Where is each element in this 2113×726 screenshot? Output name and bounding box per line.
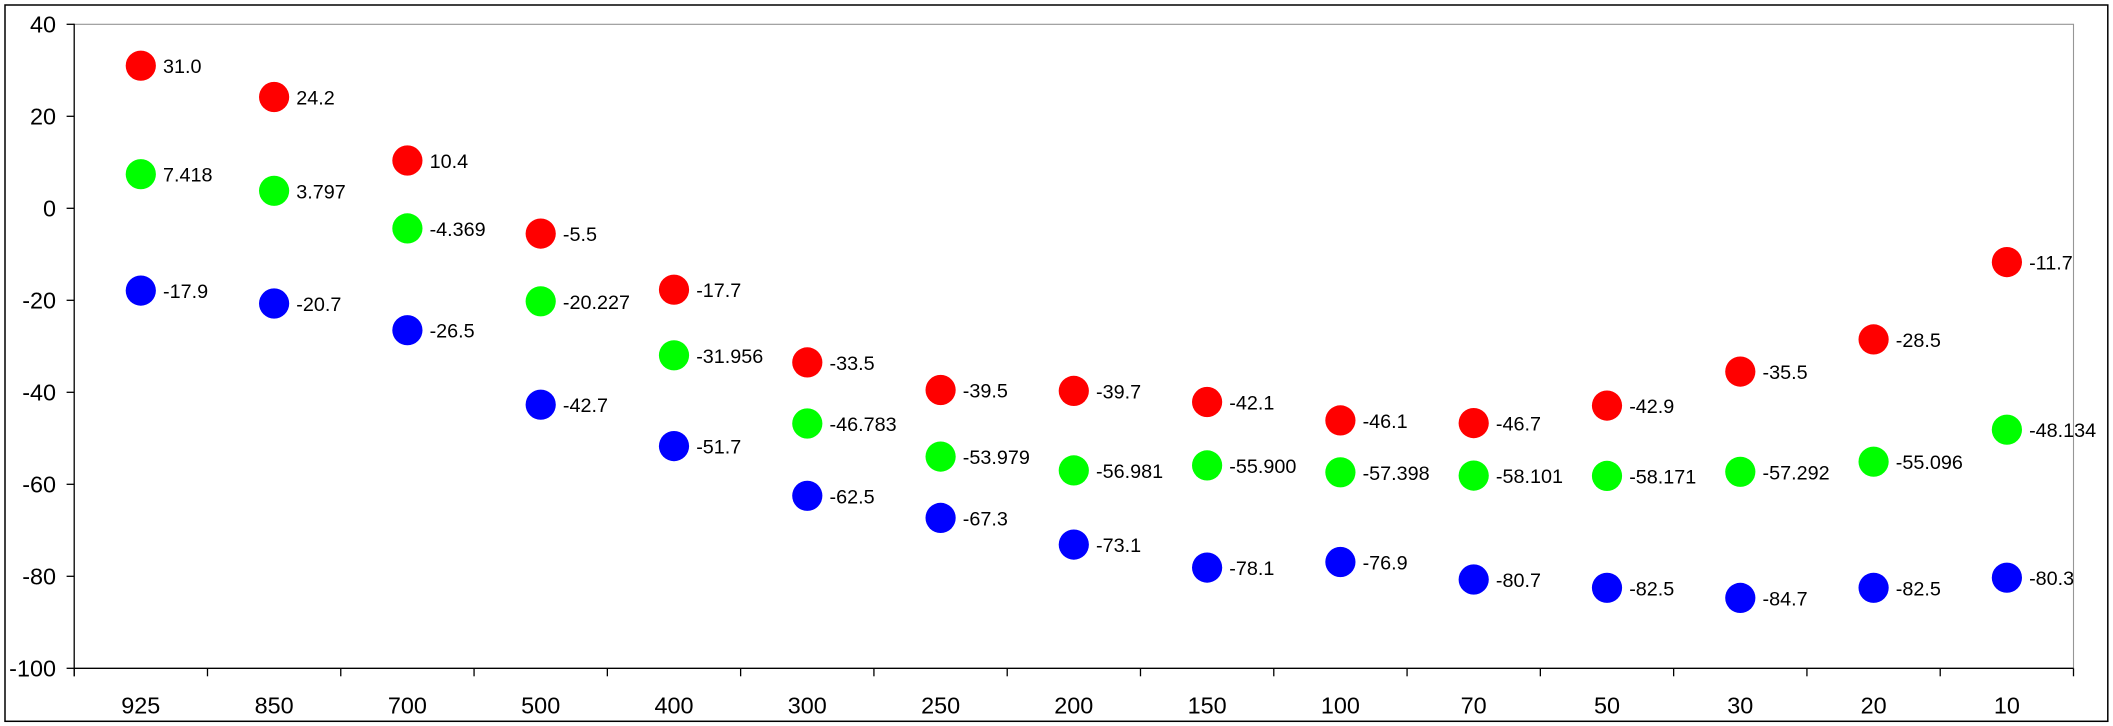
svg-text:400: 400 bbox=[654, 693, 693, 719]
svg-text:-40: -40 bbox=[22, 380, 56, 406]
svg-text:-42.7: -42.7 bbox=[563, 395, 608, 417]
svg-text:-46.783: -46.783 bbox=[830, 414, 897, 436]
svg-text:-46.1: -46.1 bbox=[1363, 411, 1408, 433]
svg-text:-46.7: -46.7 bbox=[1496, 414, 1541, 436]
svg-text:-4.369: -4.369 bbox=[430, 219, 486, 241]
svg-text:-58.171: -58.171 bbox=[1629, 466, 1696, 488]
svg-text:-35.5: -35.5 bbox=[1763, 362, 1808, 384]
svg-text:-73.1: -73.1 bbox=[1096, 535, 1141, 557]
svg-text:0: 0 bbox=[43, 196, 56, 222]
svg-text:-5.5: -5.5 bbox=[563, 224, 597, 246]
svg-text:-76.9: -76.9 bbox=[1363, 553, 1408, 575]
svg-text:-31.956: -31.956 bbox=[696, 346, 763, 368]
svg-text:-80.7: -80.7 bbox=[1496, 570, 1541, 592]
svg-text:300: 300 bbox=[788, 693, 827, 719]
svg-text:-82.5: -82.5 bbox=[1896, 578, 1941, 600]
svg-text:-80: -80 bbox=[22, 564, 56, 590]
svg-text:-80.3: -80.3 bbox=[2029, 568, 2074, 590]
svg-text:-42.9: -42.9 bbox=[1629, 396, 1674, 418]
svg-text:-58.101: -58.101 bbox=[1496, 466, 1563, 488]
svg-text:10.4: 10.4 bbox=[430, 151, 469, 173]
svg-text:-67.3: -67.3 bbox=[963, 508, 1008, 530]
svg-text:-56.981: -56.981 bbox=[1096, 461, 1163, 483]
svg-text:-28.5: -28.5 bbox=[1896, 330, 1941, 352]
svg-text:-53.979: -53.979 bbox=[963, 447, 1030, 469]
svg-text:-20.227: -20.227 bbox=[563, 292, 630, 314]
svg-text:500: 500 bbox=[521, 693, 560, 719]
svg-text:100: 100 bbox=[1321, 693, 1360, 719]
svg-text:24.2: 24.2 bbox=[296, 88, 335, 110]
svg-text:-62.5: -62.5 bbox=[830, 486, 875, 508]
svg-text:-55.900: -55.900 bbox=[1229, 456, 1296, 478]
svg-text:-20.7: -20.7 bbox=[296, 294, 341, 316]
svg-text:-42.1: -42.1 bbox=[1229, 393, 1274, 415]
svg-text:-57.398: -57.398 bbox=[1363, 463, 1430, 485]
svg-text:250: 250 bbox=[921, 693, 960, 719]
svg-text:-78.1: -78.1 bbox=[1229, 558, 1274, 580]
svg-text:-11.7: -11.7 bbox=[2029, 253, 2073, 275]
svg-text:925: 925 bbox=[121, 693, 160, 719]
svg-text:-82.5: -82.5 bbox=[1629, 578, 1674, 600]
svg-text:-100: -100 bbox=[9, 656, 56, 682]
svg-text:-48.134: -48.134 bbox=[2029, 420, 2096, 442]
svg-text:-57.292: -57.292 bbox=[1763, 462, 1830, 484]
svg-text:-39.5: -39.5 bbox=[963, 381, 1008, 403]
svg-text:-17.9: -17.9 bbox=[163, 281, 208, 303]
svg-text:70: 70 bbox=[1461, 693, 1487, 719]
svg-text:200: 200 bbox=[1054, 693, 1093, 719]
svg-text:31.0: 31.0 bbox=[163, 56, 202, 78]
svg-text:50: 50 bbox=[1594, 693, 1620, 719]
svg-text:-84.7: -84.7 bbox=[1763, 588, 1808, 610]
svg-text:-39.7: -39.7 bbox=[1096, 381, 1141, 403]
svg-text:150: 150 bbox=[1188, 693, 1227, 719]
svg-text:-26.5: -26.5 bbox=[430, 321, 475, 343]
svg-text:-51.7: -51.7 bbox=[696, 437, 741, 459]
svg-text:3.797: 3.797 bbox=[296, 181, 346, 203]
svg-text:-17.7: -17.7 bbox=[696, 280, 741, 302]
svg-text:-33.5: -33.5 bbox=[830, 353, 875, 375]
svg-text:20: 20 bbox=[30, 104, 56, 130]
svg-text:-60: -60 bbox=[22, 472, 56, 498]
svg-text:850: 850 bbox=[255, 693, 294, 719]
svg-text:-20: -20 bbox=[22, 288, 56, 314]
svg-text:30: 30 bbox=[1727, 693, 1753, 719]
svg-text:40: 40 bbox=[30, 12, 56, 38]
svg-text:20: 20 bbox=[1861, 693, 1887, 719]
svg-text:-55.096: -55.096 bbox=[1896, 452, 1963, 474]
svg-text:10: 10 bbox=[1994, 693, 2020, 719]
svg-text:700: 700 bbox=[388, 693, 427, 719]
svg-text:7.418: 7.418 bbox=[163, 165, 213, 187]
